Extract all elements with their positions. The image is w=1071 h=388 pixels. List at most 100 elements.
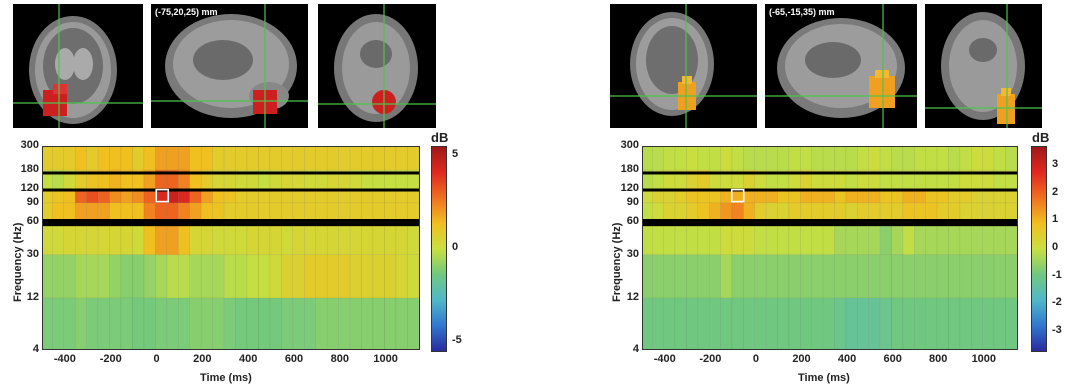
heatmap-cell [948,146,961,171]
heatmap-cell [120,297,133,350]
heatmap-cell [212,254,225,299]
heatmap-cell [765,254,778,299]
heatmap-cell [42,254,53,299]
heatmap-cell [845,221,858,256]
heatmap-cell [97,297,110,350]
heatmap-cell [372,146,385,171]
heatmap-cell [674,146,687,171]
heatmap-cell [857,254,869,299]
heatmap-cell [822,221,835,256]
heatmap-cell [189,221,202,256]
heatmap-cell [178,221,191,256]
heatmap-cell [800,254,813,299]
heatmap-cell [914,297,926,350]
y-tick-label: 60 [626,215,639,228]
heatmap-cell [971,146,983,171]
colorbar-tick-label: -5 [452,333,462,346]
heatmap-cell [178,297,191,350]
heatmap-cell [720,221,733,256]
heatmap-cell [697,146,710,171]
heatmap-cell [235,297,248,350]
colorbar-tick-label: 3 [1052,158,1059,171]
heatmap-cell [754,146,767,171]
y-tick-label: 120 [620,182,639,195]
heatmap-cell [731,254,744,299]
heatmap-cell [868,254,881,299]
heatmap-cell [63,254,76,299]
mri-coronal-image [610,4,757,128]
heatmap-cell [686,254,699,299]
heatmap-cell [891,146,904,171]
heatmap-cell [1005,146,1018,171]
heatmap-cell [697,297,710,350]
heatmap-cell [811,297,824,350]
selected-cell-marker [155,188,170,203]
heatmap-cell [235,254,248,299]
heatmap-cell [281,221,294,256]
heatmap-cell [63,146,76,171]
heatmap-cell [246,297,259,350]
heatmap-cell [258,146,271,171]
colorbar-tick-label: 2 [1052,185,1059,198]
heatmap-cell [800,221,813,256]
heatmap-cell [189,146,202,171]
heatmap-cell [708,254,721,299]
heatmap-cell [304,254,317,299]
heatmap-cell [42,297,53,350]
heatmap-cell [822,297,835,350]
heatmap-cell [914,146,926,171]
heatmap-cell [902,146,915,171]
masked-frequency-band [42,188,420,192]
heatmap-cell [743,221,756,256]
heatmap-cell [212,146,225,171]
x-tick-label: 0 [752,353,759,365]
heatmap-cell [788,146,801,171]
heatmap-cell [902,297,915,350]
heatmap-cell [891,221,904,256]
heatmap-cell [879,297,892,350]
heatmap-cell [212,221,225,256]
mri-coronal-image [13,4,143,128]
heatmap-cell [269,146,282,171]
heatmap-cell [132,221,145,256]
y-tick-label: 12 [626,291,639,304]
heatmap-cell [349,221,362,256]
heatmap-cell [800,146,813,171]
masked-frequency-band [642,188,1018,192]
heatmap-cell [361,146,374,171]
heatmap-cell [971,297,983,350]
heatmap-cell [223,146,236,171]
heatmap-cell [868,297,881,350]
heatmap-cell [959,146,972,171]
heatmap-cell [845,254,858,299]
heatmap-cell [258,254,271,299]
masked-frequency-band [42,218,420,227]
heatmap-cell [292,297,305,350]
x-tick-label: 400 [837,353,857,365]
heatmap-cell [777,297,790,350]
heatmap-cell [811,221,824,256]
heatmap-cell [993,297,1006,350]
heatmap-cell [959,297,972,350]
mri-coordinate-label: (-75,20,25) mm [155,7,218,17]
heatmap-cell [674,297,687,350]
selected-cell-marker [730,188,745,203]
heatmap-cell [720,254,733,299]
heatmap-cell [811,146,824,171]
heatmap-cell [982,297,995,350]
heatmap-cell [304,146,317,171]
brain-coronal-icon [610,4,757,128]
heatmap-cell [395,146,408,171]
heatmap-cell [143,297,156,350]
x-tick-label: -400 [653,353,676,365]
heatmap-cell [97,221,110,256]
x-tick-label: 600 [883,353,902,365]
heatmap-cell [86,146,99,171]
heatmap-cell [720,297,733,350]
heatmap-cell [223,221,236,256]
heatmap-cell [395,254,408,299]
heatmap-cell [42,146,53,171]
heatmap-cell [811,254,824,299]
heatmap-cell [269,221,282,256]
colorbar [1031,146,1047,352]
